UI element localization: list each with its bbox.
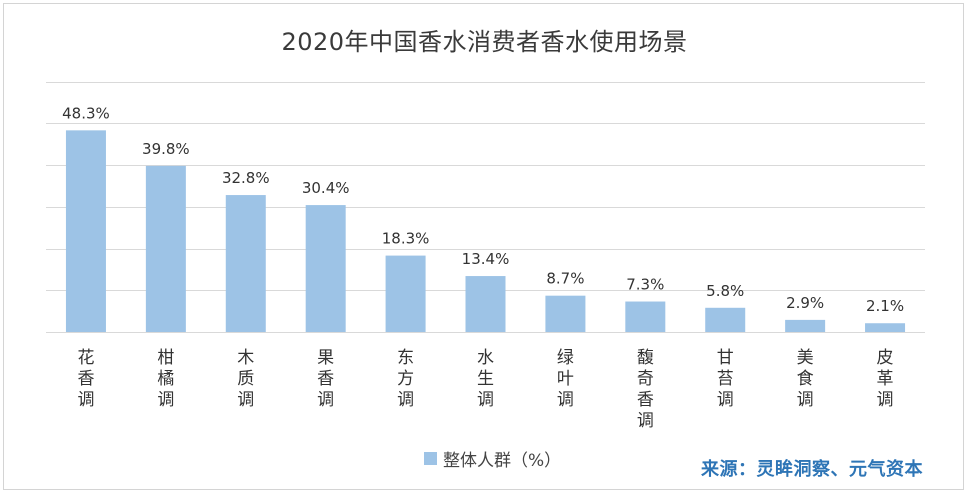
bar [705,307,746,332]
category-label: 甘 [717,348,734,368]
value-label: 39.8% [142,140,190,158]
category-label: 香 [77,369,94,389]
category-label: 调 [237,390,254,410]
bar [865,323,906,332]
category-label: 皮 [877,348,894,368]
category-label: 美 [797,348,814,368]
value-label: 5.8% [706,282,744,300]
category-label: 食 [797,369,814,389]
value-label: 2.9% [786,294,824,312]
category-label: 香 [637,390,654,410]
category-label: 调 [77,390,94,410]
category-label: 奇 [637,369,654,389]
value-label: 18.3% [382,230,430,248]
gridlines [46,82,925,333]
legend-swatch [424,452,437,465]
category-label: 水 [477,348,494,368]
value-label: 8.7% [546,270,584,288]
bar [305,205,346,332]
category-label: 木 [237,348,254,368]
category-label: 绿 [557,348,574,368]
value-label: 13.4% [462,250,510,268]
category-label: 革 [877,369,894,389]
category-label: 调 [797,390,814,410]
category-label: 果 [317,348,334,368]
category-label: 调 [397,390,414,410]
bar [545,295,586,332]
category-label: 生 [477,369,494,389]
value-label: 32.8% [222,169,270,187]
legend-label: 整体人群（%） [443,451,562,471]
category-label: 柑 [157,348,174,368]
category-label: 质 [237,369,254,389]
value-label: 2.1% [866,297,904,315]
bar [225,195,266,332]
category-label: 调 [557,390,574,410]
category-label: 方 [397,369,414,389]
value-labels: 48.3% 39.8% 32.8% 30.4% 18.3% 13.4% 8.7% 7.3% 5.… [62,104,904,315]
bar [65,130,106,332]
category-label: 橘 [157,369,174,389]
category-label: 苔 [717,369,734,389]
legend: 整体人群（%） [424,446,561,471]
category-label: 花 [77,348,94,368]
category-label: 东 [397,348,414,368]
category-label: 调 [477,390,494,410]
value-label: 30.4% [302,179,350,197]
category-label: 香 [317,369,334,389]
value-label: 48.3% [62,104,110,122]
category-label: 馥 [637,348,654,368]
bars [65,130,906,332]
category-label: 叶 [557,369,574,389]
category-label: 调 [877,390,894,410]
source-note: 来源：灵眸洞察、元气资本 [701,459,923,480]
category-label: 调 [637,411,654,431]
bar [145,165,186,332]
category-label: 调 [157,390,174,410]
category-label: 调 [317,390,334,410]
chart-title: 2020年中国香水消费者香水使用场景 [281,28,688,56]
category-label: 调 [717,390,734,410]
value-label: 7.3% [626,276,664,294]
bar [625,301,666,332]
bar [465,276,506,332]
bar [385,255,426,332]
bar [785,319,826,332]
